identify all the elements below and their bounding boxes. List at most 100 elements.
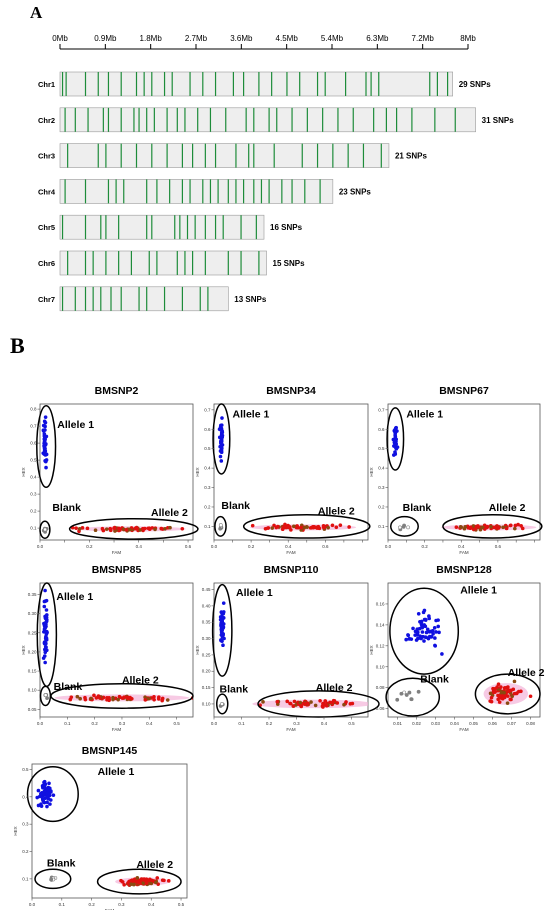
data-point xyxy=(42,441,46,446)
cluster-label: Blank xyxy=(54,681,83,693)
data-point xyxy=(42,444,47,449)
cluster-ellipse xyxy=(216,693,229,715)
data-point xyxy=(398,525,402,530)
x-tick-label: 0.6 xyxy=(185,544,192,549)
data-point xyxy=(42,647,47,652)
data-point xyxy=(493,687,497,691)
data-point xyxy=(138,880,142,885)
y-tick-label: 0.06 xyxy=(376,706,385,711)
data-point xyxy=(221,643,225,648)
data-point xyxy=(42,791,46,796)
cluster-ellipse xyxy=(96,868,182,895)
data-point xyxy=(218,523,223,527)
y-tick-label: 0.25 xyxy=(202,652,211,657)
panel-a-label: A xyxy=(30,3,43,22)
data-point xyxy=(219,435,223,439)
data-point xyxy=(141,881,146,885)
data-point xyxy=(162,878,166,883)
data-point xyxy=(430,628,435,633)
data-point xyxy=(432,625,437,630)
y-tick-label: 0.30 xyxy=(28,611,37,616)
cluster-label: Blank xyxy=(403,502,432,514)
plot-frame xyxy=(213,582,369,718)
data-point xyxy=(496,693,500,698)
axis-tick-label: 0.9Mb xyxy=(94,34,117,43)
data-point xyxy=(288,525,292,529)
data-point xyxy=(330,523,335,528)
x-tick-label: 0.0 xyxy=(385,544,392,549)
cluster-ellipse xyxy=(214,515,227,537)
data-point xyxy=(119,878,123,883)
data-point xyxy=(104,527,109,531)
data-point xyxy=(222,636,226,641)
snp-count-label: 21 SNPs xyxy=(395,152,428,161)
data-point xyxy=(153,527,157,532)
y-tick-label: 0.08 xyxy=(376,685,385,690)
data-point xyxy=(129,882,133,886)
data-point xyxy=(36,788,41,793)
genotype-plot: BMSNP145 Allele 1 Blank Allele 2 0.0 0.1 0.2 0.… xyxy=(13,745,188,910)
y-tick-label: 0.4 xyxy=(30,475,37,480)
data-point xyxy=(422,617,427,622)
plot-title: BMSNP128 xyxy=(436,564,492,576)
data-point xyxy=(74,526,78,531)
cluster-label: Allele 2 xyxy=(136,859,173,871)
x-axis-label: FAM xyxy=(112,727,122,732)
x-tick-label: 0.4 xyxy=(458,544,465,549)
y-tick-label: 0.2 xyxy=(378,504,385,509)
data-point xyxy=(180,526,185,531)
data-point xyxy=(393,452,398,456)
data-point xyxy=(330,700,335,705)
data-point xyxy=(303,701,308,706)
x-tick-label: 0.06 xyxy=(488,721,497,726)
data-point xyxy=(41,783,45,788)
data-point xyxy=(298,700,303,705)
x-tick-label: 0.2 xyxy=(248,544,255,549)
data-point xyxy=(124,528,129,532)
data-point xyxy=(135,526,139,531)
data-point xyxy=(44,465,48,470)
cluster-label: Allele 2 xyxy=(508,667,545,679)
y-tick-label: 0.2 xyxy=(30,509,37,514)
cluster-ellipse xyxy=(39,520,51,540)
y-tick-label: 0.20 xyxy=(202,669,211,674)
data-point xyxy=(135,876,140,880)
data-point xyxy=(43,650,48,655)
data-point xyxy=(401,524,406,529)
y-tick-label: 0.2 xyxy=(204,504,211,509)
y-tick-label: 0.4 xyxy=(22,794,29,799)
snp-count-label: 31 SNPs xyxy=(482,116,515,125)
plot-frame xyxy=(39,403,194,541)
data-point xyxy=(421,610,426,615)
cluster-label: Allele 1 xyxy=(236,587,273,599)
data-point xyxy=(220,430,225,435)
data-point xyxy=(275,699,280,704)
data-point xyxy=(312,525,316,529)
data-point xyxy=(220,702,224,706)
x-axis-label: FAM xyxy=(286,550,296,555)
data-point xyxy=(501,525,505,530)
cluster-label: Blank xyxy=(221,500,250,512)
data-point xyxy=(322,703,327,707)
data-point xyxy=(512,679,517,684)
y-tick-label: 0.6 xyxy=(378,427,385,432)
data-point xyxy=(152,694,156,699)
data-point xyxy=(489,695,494,700)
x-tick-label: 0.6 xyxy=(495,544,502,549)
data-point xyxy=(44,622,48,626)
data-point xyxy=(347,525,351,529)
y-tick-label: 0.2 xyxy=(22,849,29,854)
data-point xyxy=(488,691,493,696)
y-tick-label: 0.25 xyxy=(28,630,37,635)
plot-area xyxy=(41,588,193,703)
data-point xyxy=(42,779,47,784)
cluster-label: Allele 1 xyxy=(98,766,135,778)
data-point xyxy=(45,696,49,701)
data-point xyxy=(47,781,51,786)
x-tick-label: 0.5 xyxy=(348,721,355,726)
data-point xyxy=(43,636,48,641)
data-point xyxy=(326,525,330,530)
x-tick-label: 0.0 xyxy=(29,902,36,907)
data-point xyxy=(323,699,328,703)
